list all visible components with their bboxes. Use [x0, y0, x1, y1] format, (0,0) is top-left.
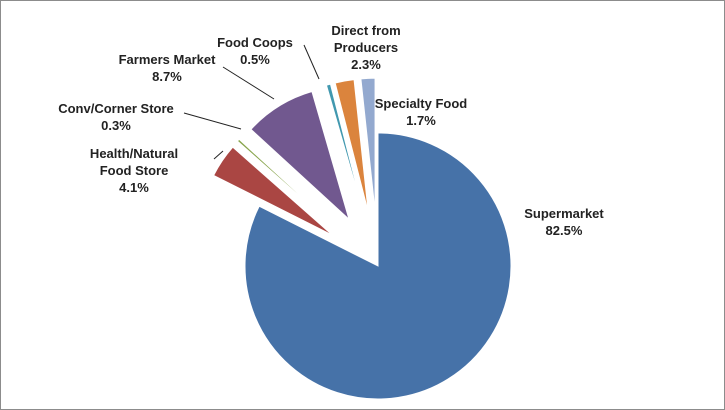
pie-slice-supermarket [244, 132, 512, 400]
category-label-line: Farmers Market [118, 52, 216, 67]
category-label-line: Food Coops [217, 35, 293, 50]
data-label: Food Coops 0.5% [217, 34, 293, 68]
data-label: Direct from Producers 2.3% [331, 22, 400, 73]
data-label: Supermarket 82.5% [524, 205, 603, 239]
category-label-line: Direct from [331, 23, 401, 38]
leader-line [213, 150, 224, 160]
percent-label: 2.3% [351, 57, 381, 72]
leader-line [222, 66, 275, 100]
data-label: Farmers Market 8.7% [119, 51, 216, 85]
category-label-line: Health/Natural [89, 146, 179, 161]
category-label-line: Producers [333, 40, 399, 55]
pie-slice-direct-from-producers [334, 79, 369, 213]
data-label: Conv/Corner Store 0.3% [58, 100, 174, 134]
pie-slice-health-natural-food-store [212, 146, 333, 236]
percent-label: 4.1% [119, 180, 149, 195]
pie-slice-food-coops [325, 83, 364, 214]
data-label: Health/Natural Food Store 4.1% [90, 145, 178, 196]
pie-slice-farmers-market [250, 90, 350, 221]
percent-label: 1.7% [406, 113, 436, 128]
percent-label: 8.7% [152, 69, 182, 84]
leader-line [303, 44, 320, 80]
data-label: Specialty Food 1.7% [375, 95, 467, 129]
category-label-line: Conv/Corner Store [58, 101, 174, 116]
category-label-line: Food Store [99, 163, 169, 178]
percent-label: 0.3% [101, 118, 131, 133]
percent-label: 82.5% [545, 223, 583, 238]
pie-slice-conv-corner-store [236, 138, 338, 230]
pie-slice-specialty-food [360, 77, 376, 212]
leader-line [183, 112, 242, 130]
percent-label: 0.5% [240, 52, 270, 67]
category-label-line: Specialty Food [374, 96, 468, 111]
category-label-line: Supermarket [524, 206, 604, 221]
